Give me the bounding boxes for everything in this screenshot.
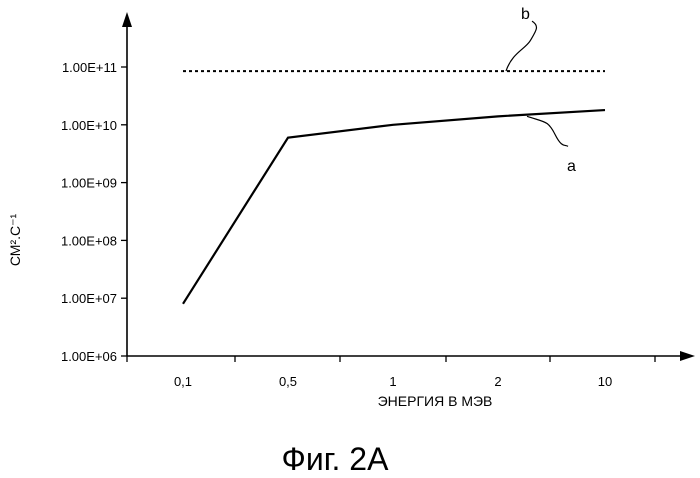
series-label-b: b bbox=[521, 6, 530, 23]
y-tick-label: 1.00E+09 bbox=[61, 176, 117, 191]
y-axis-arrow bbox=[122, 12, 132, 27]
y-tick-label: 1.00E+06 bbox=[61, 349, 117, 364]
x-axis-ticks: 0,1 0,5 1 2 10 bbox=[127, 356, 655, 389]
y-tick-label: 1.00E+07 bbox=[61, 291, 117, 306]
x-axis-arrow bbox=[680, 351, 695, 361]
x-tick-label: 1 bbox=[389, 374, 396, 389]
series-a-leader bbox=[527, 116, 568, 146]
figure-caption: Фиг. 2A bbox=[282, 441, 390, 477]
series-label-a: a bbox=[567, 158, 576, 175]
y-axis-title: СМ².С⁻¹ bbox=[7, 214, 23, 267]
series-b-leader bbox=[506, 21, 536, 71]
series-line-a bbox=[183, 110, 605, 304]
x-tick-label: 10 bbox=[598, 374, 612, 389]
y-tick-label: 1.00E+11 bbox=[62, 60, 117, 75]
x-tick-label: 2 bbox=[494, 374, 501, 389]
y-axis-ticks: 1.00E+06 1.00E+07 1.00E+08 1.00E+09 1.00E+10… bbox=[61, 60, 127, 364]
x-axis-title: ЭНЕРГИЯ В МЭВ bbox=[378, 393, 493, 409]
series-labels: ab bbox=[506, 6, 576, 175]
x-tick-label: 0,1 bbox=[174, 374, 192, 389]
y-tick-label: 1.00E+08 bbox=[61, 233, 117, 248]
y-tick-label: 1.00E+10 bbox=[61, 118, 117, 133]
axes bbox=[122, 12, 695, 361]
series-layer bbox=[183, 71, 605, 304]
x-tick-label: 0,5 bbox=[279, 374, 297, 389]
